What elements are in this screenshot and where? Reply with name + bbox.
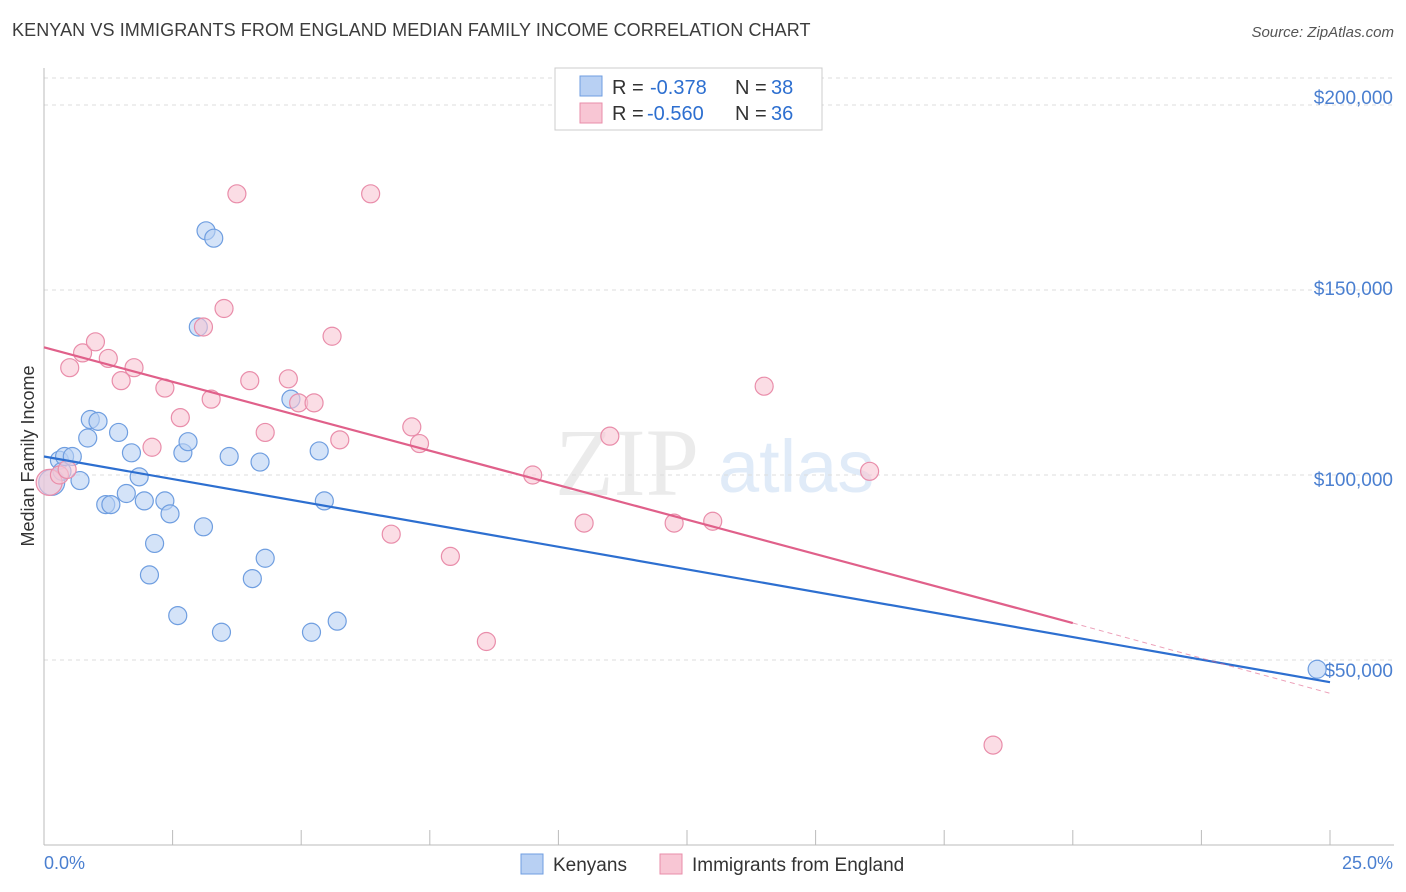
legend-swatch-england bbox=[579, 102, 603, 124]
england-point bbox=[57, 459, 77, 480]
england-point bbox=[574, 513, 594, 533]
england-point bbox=[523, 465, 543, 485]
england-point bbox=[170, 408, 190, 428]
england-point bbox=[85, 332, 106, 352]
x-tick-label-min: 0.0% bbox=[44, 853, 85, 873]
england-point bbox=[60, 358, 80, 378]
kenyan-point bbox=[204, 228, 224, 248]
kenyan-point bbox=[108, 422, 129, 443]
legend-r-value: -0.378 bbox=[650, 77, 707, 99]
y-tick-label-200000: $200,000 bbox=[1314, 88, 1393, 109]
kenyan-point bbox=[129, 467, 149, 487]
bottom-legend-swatch-kenyans bbox=[520, 853, 544, 875]
kenyan-point bbox=[327, 611, 347, 631]
kenyan-point bbox=[101, 495, 121, 515]
england-point bbox=[322, 326, 342, 346]
kenyan-point bbox=[160, 504, 180, 524]
kenyan-point bbox=[250, 452, 270, 472]
trend-line-kenyans bbox=[43, 455, 1331, 684]
england-point bbox=[361, 184, 381, 204]
england-point bbox=[255, 422, 275, 443]
legend-r-label: R = bbox=[612, 103, 644, 125]
watermark: ZIP atlas bbox=[555, 409, 874, 516]
trend-line-england bbox=[43, 346, 1074, 625]
england-point bbox=[193, 317, 214, 337]
kenyan-point bbox=[242, 568, 262, 589]
legend-n-value: 38 bbox=[771, 77, 793, 99]
kenyan-point bbox=[168, 605, 188, 626]
x-axis-ticks bbox=[43, 830, 1331, 845]
bottom-legend-kenyans: Kenyans bbox=[553, 855, 627, 876]
england-point bbox=[381, 524, 401, 544]
kenyan-point bbox=[211, 622, 232, 642]
england-point bbox=[860, 461, 880, 481]
kenyan-point bbox=[309, 441, 329, 461]
england-point bbox=[664, 513, 684, 533]
y-axis-label: Median Family Income bbox=[18, 365, 38, 546]
y-tick-label-50000: $50,000 bbox=[1324, 661, 1393, 682]
england-point bbox=[142, 437, 162, 457]
bottom-legend-england: Immigrants from England bbox=[692, 855, 904, 876]
kenyan-point bbox=[121, 443, 142, 463]
kenyan-point bbox=[78, 428, 98, 448]
kenyan-point bbox=[193, 517, 214, 537]
y-tick-label-150000: $150,000 bbox=[1314, 279, 1393, 300]
legend-n-value: 36 bbox=[771, 103, 793, 125]
england-point bbox=[330, 430, 350, 450]
england-point bbox=[983, 735, 1003, 755]
trend-line-england-extension bbox=[1072, 622, 1331, 694]
england-point bbox=[111, 371, 131, 391]
kenyan-point bbox=[139, 565, 160, 585]
legend-n-label: N = bbox=[735, 103, 767, 125]
bottom-legend-swatch-england bbox=[659, 853, 683, 875]
kenyan-point bbox=[70, 470, 90, 491]
kenyan-point bbox=[144, 533, 165, 554]
series-england bbox=[35, 184, 1003, 755]
trend-lines bbox=[43, 346, 1331, 694]
england-point bbox=[476, 631, 496, 652]
england-point bbox=[240, 371, 260, 391]
england-point bbox=[754, 376, 774, 396]
y-tick-labels: $50,000 $100,000 $150,000 $200,000 bbox=[1314, 88, 1393, 682]
kenyan-point bbox=[1307, 659, 1327, 679]
series-legend: Kenyans Immigrants from England bbox=[520, 853, 904, 876]
england-point bbox=[440, 546, 460, 567]
legend-swatch-kenyans bbox=[579, 75, 603, 97]
england-point bbox=[402, 417, 422, 437]
england-point bbox=[214, 298, 234, 319]
england-point bbox=[600, 426, 620, 446]
legend-n-label: N = bbox=[735, 77, 767, 99]
kenyan-point bbox=[134, 491, 154, 511]
watermark-atlas: atlas bbox=[718, 425, 874, 508]
watermark-zip: ZIP bbox=[555, 409, 699, 516]
chart-title: KENYAN VS IMMIGRANTS FROM ENGLAND MEDIAN… bbox=[12, 20, 811, 40]
y-tick-label-100000: $100,000 bbox=[1314, 470, 1393, 491]
kenyan-point bbox=[301, 622, 322, 642]
england-point bbox=[227, 184, 247, 204]
legend-r-value: -0.560 bbox=[647, 103, 704, 125]
kenyan-point bbox=[88, 411, 108, 431]
correlation-legend: R = -0.378 N = 38 R = -0.560 N = 36 bbox=[554, 67, 823, 131]
kenyan-point bbox=[178, 432, 198, 452]
legend-r-label: R = bbox=[612, 77, 644, 99]
kenyan-point bbox=[255, 548, 275, 568]
england-point bbox=[201, 389, 221, 409]
england-point bbox=[304, 393, 324, 413]
england-point bbox=[278, 369, 298, 389]
source-credit: Source: ZipAtlas.com bbox=[1251, 24, 1394, 41]
kenyan-point bbox=[116, 483, 136, 504]
kenyan-point bbox=[219, 446, 239, 467]
x-tick-label-max: 25.0% bbox=[1342, 853, 1393, 873]
